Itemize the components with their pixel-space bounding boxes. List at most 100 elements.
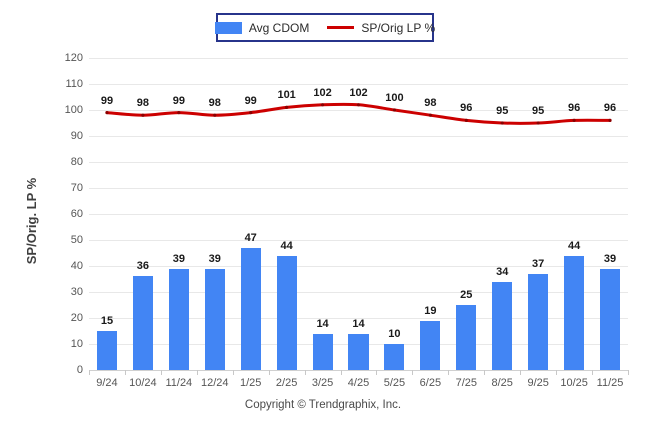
legend-label-avg-cdom: Avg CDOM <box>248 20 310 35</box>
bar[interactable] <box>132 276 153 370</box>
y-tick-label: 110 <box>65 78 83 90</box>
x-tick-mark <box>124 370 126 375</box>
x-tick-label: 9/24 <box>96 377 118 389</box>
chart-legend: Avg CDOM SP/Orig LP % <box>214 13 435 42</box>
x-tick-label: 3/25 <box>311 377 334 389</box>
y-tick-label: 40 <box>70 260 83 272</box>
line-value-label: 98 <box>136 97 150 110</box>
line-value-label: 96 <box>603 102 617 115</box>
x-tick-mark <box>376 370 378 375</box>
line-value-label: 101 <box>277 89 296 102</box>
x-tick-label: 2/25 <box>275 377 298 389</box>
x-tick-label: 7/25 <box>455 377 478 389</box>
x-tick-label: 11/25 <box>596 377 624 389</box>
data-labels-layer: 15 36 39 39 47 44 14 14 10 19 25 34 37 44 39 99 98 99 98 99… <box>89 58 628 370</box>
bar[interactable] <box>240 247 261 370</box>
line-value-label: 100 <box>385 92 404 104</box>
bar[interactable] <box>492 281 513 370</box>
x-tick-mark <box>89 370 90 375</box>
y-tick-label: 90 <box>70 130 83 142</box>
bar-value-label: 14 <box>316 317 329 330</box>
x-tick-mark <box>592 370 594 375</box>
bar-value-label: 39 <box>208 252 221 265</box>
bar[interactable] <box>96 331 117 370</box>
x-tick-label: 10/25 <box>560 377 588 389</box>
line-value-label: 96 <box>460 102 473 115</box>
x-tick-label: 10/24 <box>129 377 157 389</box>
x-tick-label: 8/25 <box>491 377 513 389</box>
bar-value-label: 14 <box>352 317 365 330</box>
x-tick-mark <box>520 370 522 375</box>
bar[interactable] <box>204 268 225 370</box>
y-tick-label: 20 <box>70 312 83 324</box>
bar[interactable] <box>348 333 369 370</box>
line-value-label: 102 <box>313 86 332 99</box>
x-tick-mark <box>628 370 629 375</box>
gridline: 70 <box>71 182 628 194</box>
gridline: 50 <box>71 234 628 246</box>
line-value-label: 102 <box>349 86 368 99</box>
y-tick-label: 70 <box>70 182 83 194</box>
line-value-label: 95 <box>496 105 509 117</box>
line-value-label: 98 <box>208 97 221 110</box>
line-swatch-icon <box>327 26 355 29</box>
gridline: 90 <box>71 130 628 142</box>
x-tick-label: 12/24 <box>201 377 229 389</box>
y-tick-label: 50 <box>70 234 83 246</box>
bar[interactable] <box>599 268 621 370</box>
x-tick-label: 4/25 <box>347 377 370 389</box>
bar-value-label: 44 <box>280 239 293 252</box>
line-value-label: 95 <box>532 105 545 117</box>
legend-label-sp-orig-lp: SP/Orig LP % <box>361 20 436 35</box>
gridline: 120 <box>65 52 628 64</box>
y-tick-label: 80 <box>70 156 83 168</box>
legend-item-avg-cdom[interactable]: Avg CDOM <box>214 20 310 35</box>
bar-value-label: 25 <box>460 289 473 301</box>
gridline: 60 <box>71 208 628 220</box>
x-tick-mark <box>160 370 162 375</box>
y-axis-title: SP/Orig. LP % <box>24 177 39 265</box>
x-tick-mark <box>304 370 306 375</box>
plot-area: 0 10 20 30 40 50 60 70 80 90 100 110 120 15 36 39 39 47 4… <box>65 52 628 376</box>
copyright-notice: Copyright © Trendgraphix, Inc. <box>244 399 402 411</box>
gridline: 80 <box>71 156 628 168</box>
line-value-label: 98 <box>424 97 437 110</box>
gridline: 0 <box>77 364 628 376</box>
bar[interactable] <box>420 320 441 370</box>
bar-value-label: 47 <box>244 231 257 244</box>
bar[interactable] <box>384 344 405 370</box>
bar[interactable] <box>276 255 297 370</box>
x-tick-mark <box>484 370 486 375</box>
gridline: 110 <box>65 78 628 90</box>
y-tick-label: 30 <box>70 286 83 298</box>
x-tick-mark <box>196 370 198 375</box>
y-tick-label: 100 <box>64 104 83 116</box>
bar-value-label: 36 <box>136 260 150 273</box>
x-tick-label: 1/25 <box>239 377 262 389</box>
line-value-label: 99 <box>244 94 257 107</box>
y-tick-label: 120 <box>64 52 83 64</box>
bar[interactable] <box>564 255 585 370</box>
gridline: 40 <box>71 260 628 272</box>
bar[interactable] <box>312 333 333 370</box>
x-tick-label: 6/25 <box>419 377 442 389</box>
x-tick-mark <box>268 370 270 375</box>
line-value-label: 96 <box>567 102 581 115</box>
bar-value-label: 10 <box>388 328 401 340</box>
bar[interactable] <box>456 305 477 370</box>
x-tick-label: 11/24 <box>165 377 193 389</box>
y-tick-label: 60 <box>70 208 83 220</box>
bar[interactable] <box>528 273 549 370</box>
bar-value-label: 15 <box>100 315 114 327</box>
bar-swatch-icon <box>214 21 242 34</box>
bar[interactable] <box>168 268 189 370</box>
bar-value-label: 44 <box>567 239 581 252</box>
legend-item-sp-orig-lp[interactable]: SP/Orig LP % <box>327 22 435 34</box>
line-value-label: 99 <box>100 94 114 107</box>
gridline: 20 <box>71 312 628 324</box>
x-tick-mark <box>232 370 234 375</box>
line-value-label: 99 <box>172 94 185 107</box>
bar-value-label: 39 <box>172 252 185 265</box>
bar-value-label: 19 <box>424 304 437 317</box>
